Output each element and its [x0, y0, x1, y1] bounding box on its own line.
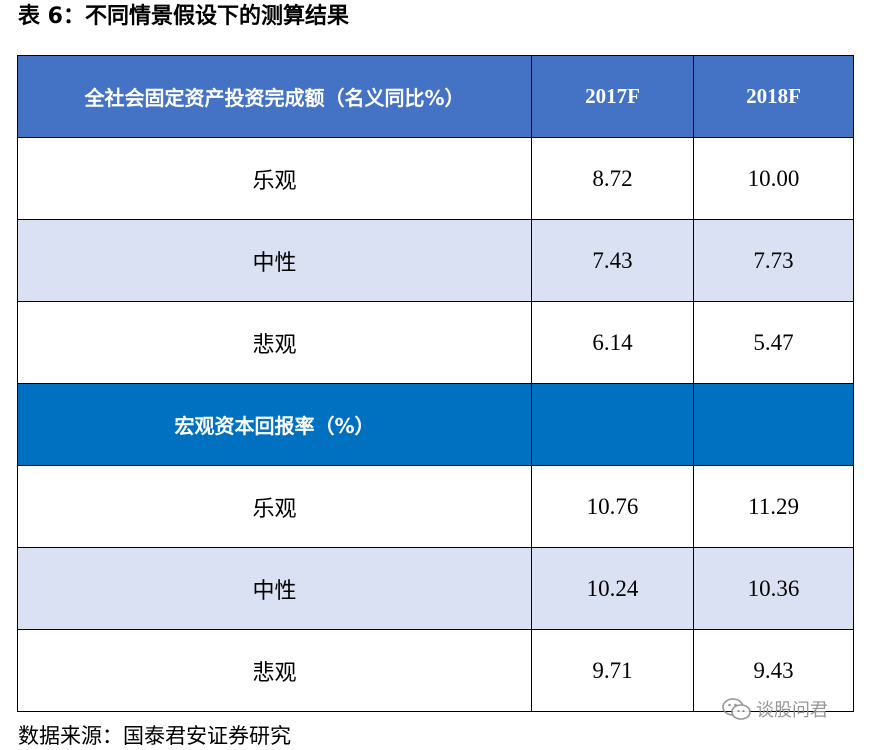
table-row: 乐观 8.72 10.00 — [17, 137, 854, 220]
scenario-table: 全社会固定资产投资完成额（名义同比%） 2017F 2018F 乐观 8.72 … — [17, 55, 854, 712]
table-row: 中性 10.24 10.36 — [17, 547, 854, 630]
header-label: 全社会固定资产投资完成额（名义同比%） — [17, 55, 532, 138]
value-2018: 7.73 — [693, 219, 854, 302]
header-2017: 2017F — [531, 55, 694, 138]
value-2017: 6.14 — [531, 301, 694, 384]
value-2018: 5.47 — [693, 301, 854, 384]
value-2018: 10.36 — [693, 547, 854, 630]
table-row: 悲观 9.71 9.43 — [17, 629, 854, 712]
row-label: 中性 — [17, 219, 532, 302]
watermark: 谈股问君 — [722, 696, 828, 722]
wechat-icon — [722, 697, 752, 721]
value-2017: 10.76 — [531, 465, 694, 548]
row-label: 悲观 — [17, 301, 532, 384]
row-label: 乐观 — [17, 137, 532, 220]
watermark-text: 谈股问君 — [756, 700, 828, 721]
table-row: 中性 7.43 7.73 — [17, 219, 854, 302]
section-header-2017 — [531, 383, 694, 466]
value-2017: 8.72 — [531, 137, 694, 220]
row-label: 悲观 — [17, 629, 532, 712]
value-2017: 7.43 — [531, 219, 694, 302]
value-2017: 10.24 — [531, 547, 694, 630]
section-header-2018 — [693, 383, 854, 466]
section-header-label: 宏观资本回报率（%） — [17, 383, 532, 466]
table-header-row: 全社会固定资产投资完成额（名义同比%） 2017F 2018F — [17, 55, 854, 138]
value-2018: 9.43 — [693, 629, 854, 712]
value-2017: 9.71 — [531, 629, 694, 712]
section-header-row: 宏观资本回报率（%） — [17, 383, 854, 466]
header-2018: 2018F — [693, 55, 854, 138]
row-label: 中性 — [17, 547, 532, 630]
value-2018: 11.29 — [693, 465, 854, 548]
row-label: 乐观 — [17, 465, 532, 548]
table-row: 悲观 6.14 5.47 — [17, 301, 854, 384]
table-title: 表 6：不同情景假设下的测算结果 — [18, 4, 349, 29]
data-source: 数据来源：国泰君安证券研究 — [18, 724, 291, 748]
value-2018: 10.00 — [693, 137, 854, 220]
table-row: 乐观 10.76 11.29 — [17, 465, 854, 548]
